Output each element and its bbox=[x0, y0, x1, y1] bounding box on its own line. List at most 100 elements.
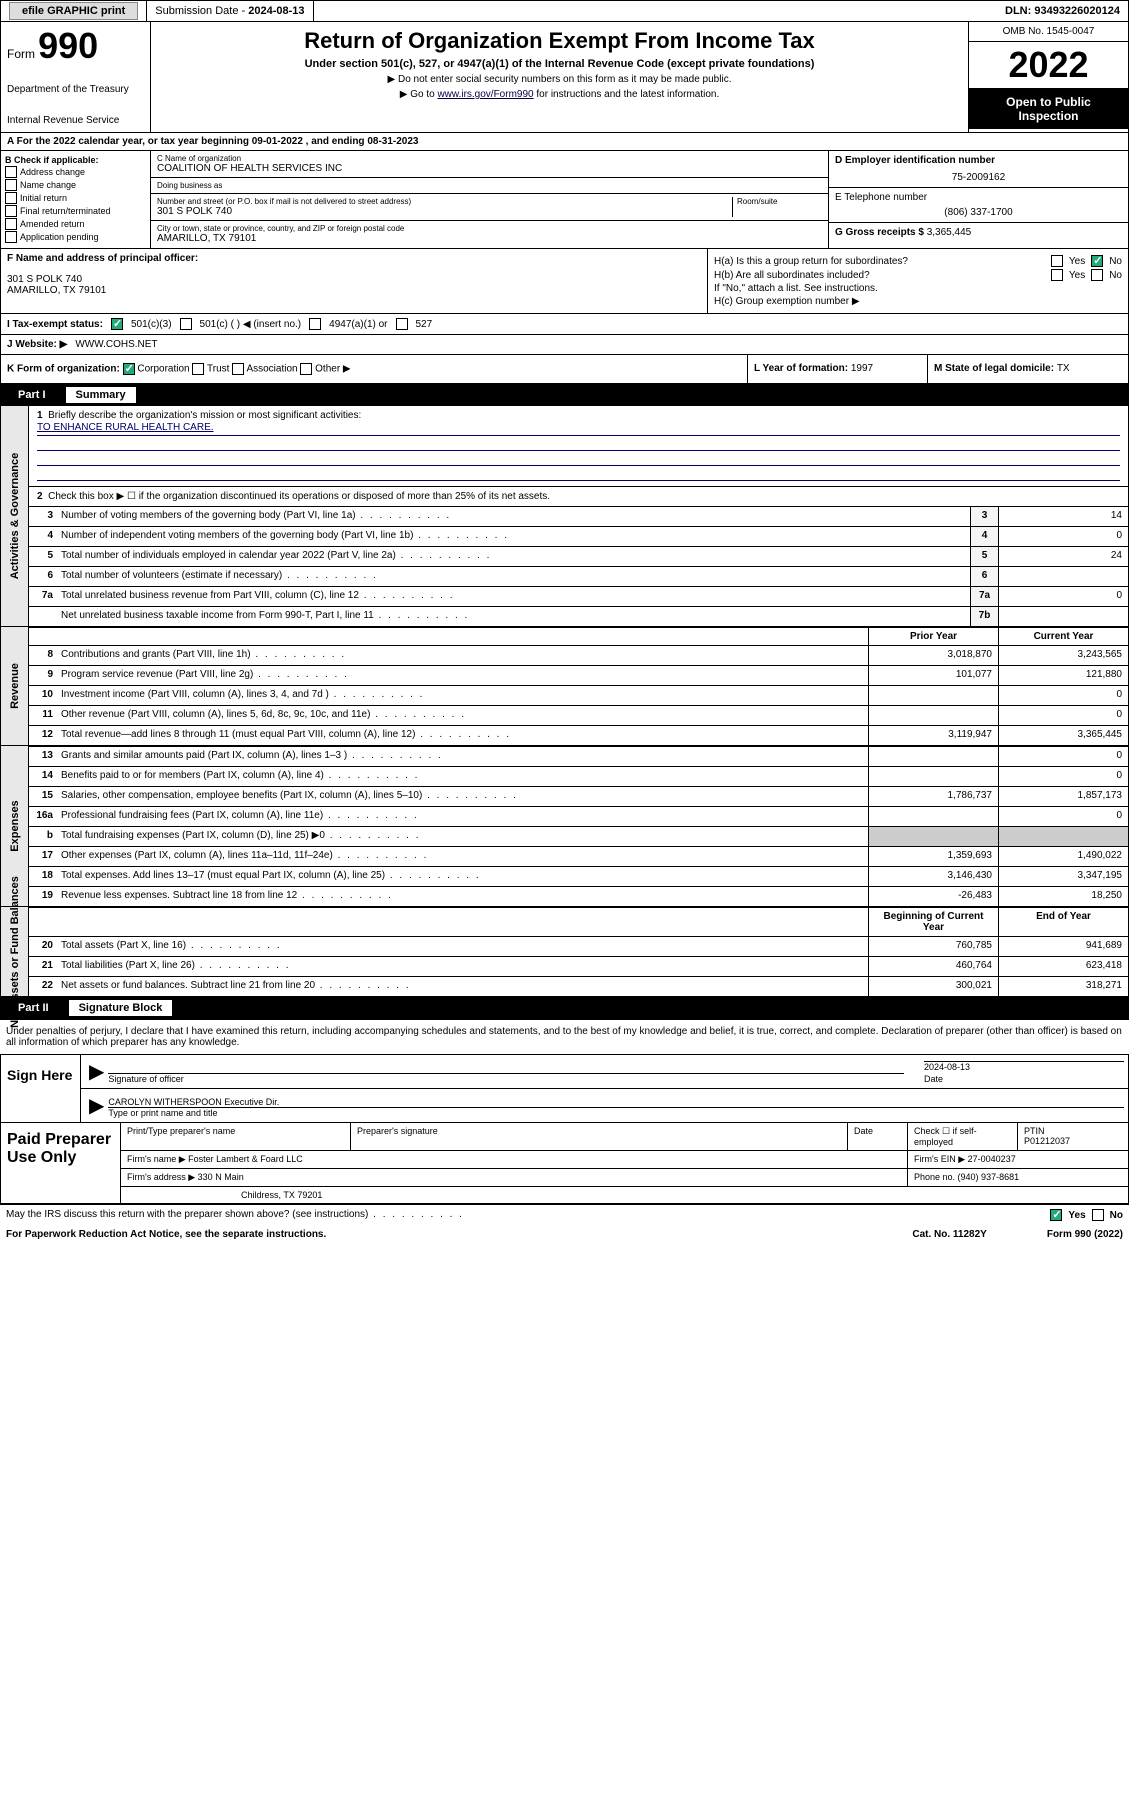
efile-button[interactable]: efile GRAPHIC print bbox=[9, 2, 138, 20]
table-row: 13Grants and similar amounts paid (Part … bbox=[29, 746, 1128, 766]
ein-value: 75-2009162 bbox=[835, 172, 1122, 183]
mission-text: TO ENHANCE RURAL HEALTH CARE. bbox=[37, 422, 1120, 436]
gross-label: G Gross receipts $ bbox=[835, 227, 927, 238]
table-row: 20Total assets (Part X, line 16)760,7859… bbox=[29, 936, 1128, 956]
topbar: efile GRAPHIC print Submission Date - 20… bbox=[0, 0, 1129, 22]
table-row: 6Total number of volunteers (estimate if… bbox=[29, 566, 1128, 586]
form-title: Return of Organization Exempt From Incom… bbox=[157, 28, 962, 54]
netassets-section: Net Assets or Fund Balances Beginning of… bbox=[0, 907, 1129, 997]
part-ii-header: Part II Signature Block bbox=[0, 997, 1129, 1019]
chk-501c[interactable] bbox=[180, 318, 192, 330]
ptin-value: P01212037 bbox=[1024, 1136, 1070, 1146]
discuss-no[interactable] bbox=[1092, 1209, 1104, 1221]
chk-other[interactable] bbox=[300, 363, 312, 375]
table-row: 15Salaries, other compensation, employee… bbox=[29, 786, 1128, 806]
table-row: 11Other revenue (Part VIII, column (A), … bbox=[29, 705, 1128, 725]
chk-final[interactable] bbox=[5, 205, 17, 217]
table-row: 3Number of voting members of the governi… bbox=[29, 506, 1128, 526]
chk-address[interactable] bbox=[5, 166, 17, 178]
box-c: C Name of organization COALITION OF HEAL… bbox=[151, 151, 828, 248]
table-row: 7aTotal unrelated business revenue from … bbox=[29, 586, 1128, 606]
table-row: 14Benefits paid to or for members (Part … bbox=[29, 766, 1128, 786]
side-rev: Revenue bbox=[9, 663, 21, 709]
form-number: 990 bbox=[38, 25, 98, 66]
side-gov: Activities & Governance bbox=[9, 453, 21, 580]
table-row: 22Net assets or fund balances. Subtract … bbox=[29, 976, 1128, 996]
form-note2: ▶ Go to www.irs.gov/Form990 for instruct… bbox=[157, 89, 962, 100]
chk-name[interactable] bbox=[5, 179, 17, 191]
firm-city: Childress, TX 79201 bbox=[121, 1187, 1128, 1203]
firm-addr: 330 N Main bbox=[198, 1172, 244, 1182]
table-row: bTotal fundraising expenses (Part IX, co… bbox=[29, 826, 1128, 846]
bottom-line: For Paperwork Reduction Act Notice, see … bbox=[0, 1225, 1129, 1244]
form-label: Form bbox=[7, 47, 35, 61]
chk-527[interactable] bbox=[396, 318, 408, 330]
col-prior: Prior Year bbox=[868, 628, 998, 645]
col-begin: Beginning of Current Year bbox=[868, 908, 998, 936]
chk-501c3[interactable] bbox=[111, 318, 123, 330]
hb-yes[interactable] bbox=[1051, 269, 1063, 281]
row-i: I Tax-exempt status: 501(c)(3) 501(c) ( … bbox=[0, 314, 1129, 335]
paid-preparer-block: Paid Preparer Use Only Print/Type prepar… bbox=[0, 1123, 1129, 1204]
sign-here-label: Sign Here bbox=[1, 1055, 81, 1122]
phone-value: (806) 337-1700 bbox=[835, 207, 1122, 218]
dept-label: Department of the Treasury bbox=[7, 84, 144, 95]
officer-addr1: 301 S POLK 740 bbox=[7, 274, 701, 285]
col-current: Current Year bbox=[998, 628, 1128, 645]
sig-date: 2024-08-13 bbox=[924, 1062, 1124, 1074]
hb-no[interactable] bbox=[1091, 269, 1103, 281]
table-row: 5Total number of individuals employed in… bbox=[29, 546, 1128, 566]
gross-value: 3,365,445 bbox=[927, 227, 972, 238]
section-fh: F Name and address of principal officer:… bbox=[0, 249, 1129, 314]
col-end: End of Year bbox=[998, 908, 1128, 936]
hb-label: H(b) Are all subordinates included? bbox=[714, 270, 1045, 281]
cat-no: Cat. No. 11282Y bbox=[912, 1229, 986, 1240]
dln: DLN: 93493226020124 bbox=[997, 1, 1128, 21]
officer-addr2: AMARILLO, TX 79101 bbox=[7, 285, 701, 296]
chk-4947[interactable] bbox=[309, 318, 321, 330]
chk-corp[interactable] bbox=[123, 363, 135, 375]
row-klm: K Form of organization: Corporation Trus… bbox=[0, 355, 1129, 384]
ha-yes[interactable] bbox=[1051, 255, 1063, 267]
sig-declaration: Under penalties of perjury, I declare th… bbox=[0, 1019, 1129, 1054]
table-row: 10Investment income (Part VIII, column (… bbox=[29, 685, 1128, 705]
year-formation: 1997 bbox=[851, 363, 873, 374]
table-row: 8Contributions and grants (Part VIII, li… bbox=[29, 645, 1128, 665]
expenses-section: Expenses 13Grants and similar amounts pa… bbox=[0, 746, 1129, 907]
chk-amended[interactable] bbox=[5, 218, 17, 230]
box-b: B Check if applicable: Address change Na… bbox=[1, 151, 151, 248]
revenue-section: Revenue Prior Year Current Year 8Contrib… bbox=[0, 627, 1129, 746]
ein-label: D Employer identification number bbox=[835, 155, 995, 166]
discuss-yes[interactable] bbox=[1050, 1209, 1062, 1221]
org-name: COALITION OF HEALTH SERVICES INC bbox=[157, 163, 822, 174]
info-block: B Check if applicable: Address change Na… bbox=[0, 151, 1129, 249]
chk-trust[interactable] bbox=[192, 363, 204, 375]
sign-here-block: Sign Here ▶ Signature of officer 2024-08… bbox=[0, 1054, 1129, 1123]
table-row: 21Total liabilities (Part X, line 26)460… bbox=[29, 956, 1128, 976]
irs-label: Internal Revenue Service bbox=[7, 115, 144, 126]
row-j: J Website: ▶ WWW.COHS.NET bbox=[0, 335, 1129, 355]
ha-label: H(a) Is this a group return for subordin… bbox=[714, 256, 1045, 267]
form-subtitle: Under section 501(c), 527, or 4947(a)(1)… bbox=[157, 58, 962, 70]
ha-no[interactable] bbox=[1091, 255, 1103, 267]
form-header: Form 990 Department of the Treasury Inte… bbox=[0, 22, 1129, 133]
org-city: AMARILLO, TX 79101 bbox=[157, 233, 822, 244]
hc-label: H(c) Group exemption number ▶ bbox=[714, 296, 1122, 307]
part-i-header: Part I Summary bbox=[0, 384, 1129, 406]
side-net: Net Assets or Fund Balances bbox=[9, 876, 21, 1028]
officer-label: F Name and address of principal officer: bbox=[7, 253, 198, 264]
q2-label: Check this box ▶ ☐ if the organization d… bbox=[48, 491, 550, 502]
arrow-icon: ▶ bbox=[89, 1093, 104, 1118]
table-row: 19Revenue less expenses. Subtract line 1… bbox=[29, 886, 1128, 906]
arrow-icon: ▶ bbox=[89, 1059, 104, 1084]
hb-note: If "No," attach a list. See instructions… bbox=[714, 283, 1122, 294]
irs-link[interactable]: www.irs.gov/Form990 bbox=[437, 89, 533, 100]
phone-label: E Telephone number bbox=[835, 192, 1122, 203]
website-value: WWW.COHS.NET bbox=[75, 339, 157, 350]
tax-year: 2022 bbox=[969, 42, 1128, 89]
chk-pending[interactable] bbox=[5, 231, 17, 243]
chk-initial[interactable] bbox=[5, 192, 17, 204]
q1-label: Briefly describe the organization's miss… bbox=[48, 410, 361, 421]
chk-assoc[interactable] bbox=[232, 363, 244, 375]
tax-period: A For the 2022 calendar year, or tax yea… bbox=[0, 133, 1129, 151]
